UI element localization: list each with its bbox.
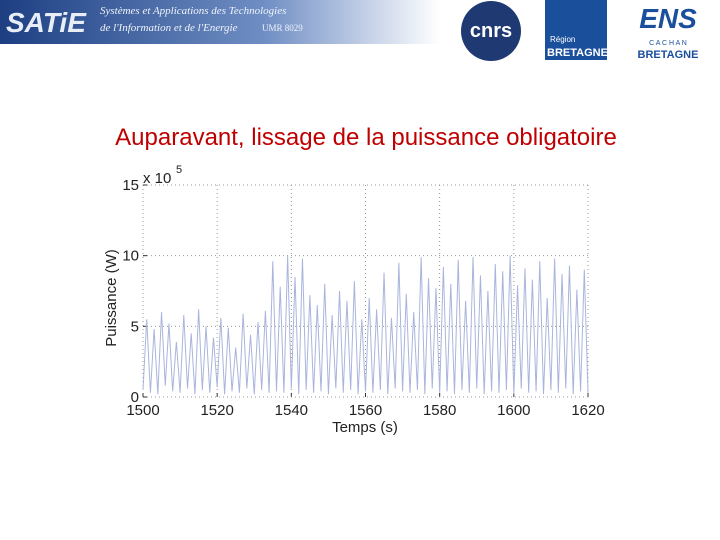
header-band <box>0 0 440 44</box>
x-tick-label: 1500 <box>126 402 159 419</box>
y-axis-label: Puissance (W) <box>103 249 120 347</box>
x-tick-label: 1520 <box>200 402 233 419</box>
logo: SATiE <box>6 7 87 38</box>
x-tick-label: 1560 <box>349 402 382 419</box>
region-logo <box>545 0 607 60</box>
y-exponent: 5 <box>176 164 182 176</box>
region-small: Région <box>550 35 575 44</box>
y-tick-label: 0 <box>131 389 139 406</box>
cnrs-text: cnrs <box>470 20 512 42</box>
umr: UMR 8029 <box>262 23 303 33</box>
lab-name: Systèmes et Applications des Technologie… <box>100 5 286 17</box>
ens-cachan: C A C H A N <box>649 40 687 47</box>
y-multiplier: x 10 <box>143 170 171 187</box>
x-tick-label: 1600 <box>497 402 530 419</box>
x-axis-label: Temps (s) <box>332 419 398 436</box>
ens-bretagne: BRETAGNE <box>638 49 699 61</box>
data-line <box>142 255 589 395</box>
y-tick-label: 15 <box>122 177 139 194</box>
x-tick-label: 1580 <box>423 402 456 419</box>
x-tick-label: 1540 <box>275 402 308 419</box>
y-tick-label: 5 <box>131 318 139 335</box>
lab-name: de l'Information et de l'Energie <box>100 22 238 34</box>
slide-title: Auparavant, lissage de la puissance obli… <box>115 124 617 151</box>
cnrs-logo <box>461 1 521 61</box>
y-tick-label: 10 <box>122 248 139 265</box>
x-tick-label: 1620 <box>571 402 604 419</box>
region-big: BRETAGNE <box>547 47 608 59</box>
ens-logo: ENS <box>639 3 697 34</box>
